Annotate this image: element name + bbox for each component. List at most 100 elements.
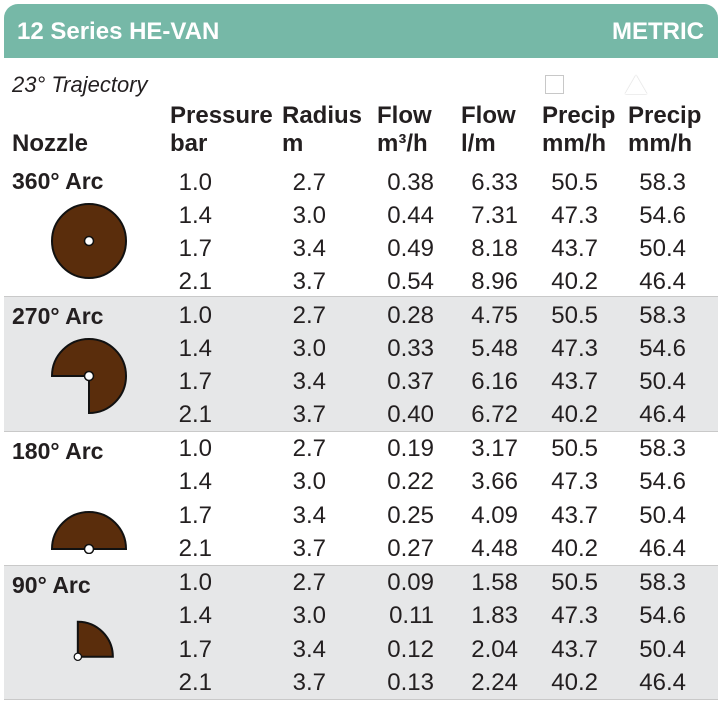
arc-label: 90° Arc bbox=[12, 572, 91, 598]
col-precip-square-title: Precip bbox=[542, 102, 616, 129]
precip-triangle-cell: 50.4 bbox=[639, 502, 686, 529]
radius-cell: 3.4 bbox=[292, 368, 326, 395]
flow-m3-cell: 0.40 bbox=[387, 401, 434, 428]
precip-square-cell: 50.5 bbox=[551, 569, 598, 596]
flow-m3-cell: 0.28 bbox=[387, 302, 434, 329]
precip-square-cell: 50.5 bbox=[551, 169, 598, 196]
table-row: 1.7 3.4 0.37 6.16 43.7 50.4 bbox=[4, 365, 718, 398]
table-row: 1.4 3.0 0.11 1.83 47.3 54.6 bbox=[4, 599, 718, 632]
pressure-cell: 1.0 bbox=[178, 569, 212, 596]
series-title: 12 Series HE-VAN bbox=[17, 18, 220, 45]
precip-triangle-cell: 58.3 bbox=[639, 302, 686, 329]
table-row: 2.1 3.7 0.27 4.48 40.2 46.4 bbox=[4, 532, 718, 565]
flow-m3-cell: 0.13 bbox=[387, 669, 434, 696]
col-precip-triangle-unit: mm/h bbox=[628, 130, 693, 157]
flow-m3-cell: 0.11 bbox=[389, 602, 434, 629]
table-row: 2.1 3.7 0.13 2.24 40.2 46.4 bbox=[4, 666, 718, 699]
pressure-cell: 1.4 bbox=[178, 602, 212, 629]
radius-cell: 2.7 bbox=[292, 569, 326, 596]
col-flow-lm-title: Flow bbox=[461, 102, 516, 129]
precip-square-cell: 40.2 bbox=[551, 401, 598, 428]
precip-square-cell: 47.3 bbox=[551, 335, 598, 362]
precip-square-cell: 40.2 bbox=[551, 669, 598, 696]
flow-lm-cell: 6.72 bbox=[471, 401, 518, 428]
flow-lm-cell: 7.31 bbox=[471, 202, 518, 229]
table-row: 2.1 3.7 0.40 6.72 40.2 46.4 bbox=[4, 398, 718, 431]
precip-square-cell: 40.2 bbox=[551, 268, 598, 295]
precip-square-cell: 47.3 bbox=[551, 468, 598, 495]
pressure-cell: 1.0 bbox=[178, 169, 212, 196]
col-precip-square-unit: mm/h bbox=[542, 130, 607, 157]
flow-lm-cell: 8.18 bbox=[471, 235, 518, 262]
radius-cell: 3.7 bbox=[292, 401, 326, 428]
flow-m3-cell: 0.37 bbox=[387, 368, 434, 395]
units-label: METRIC bbox=[612, 18, 704, 45]
precip-square-cell: 43.7 bbox=[551, 368, 598, 395]
flow-m3-cell: 0.38 bbox=[387, 169, 434, 196]
col-radius-header: Radius m bbox=[282, 102, 362, 158]
group-divider bbox=[4, 296, 718, 297]
precip-triangle-cell: 58.3 bbox=[639, 169, 686, 196]
group-divider bbox=[4, 699, 718, 700]
flow-m3-cell: 0.54 bbox=[387, 268, 434, 295]
flow-lm-cell: 4.75 bbox=[471, 302, 518, 329]
title-bar: 12 Series HE-VAN METRIC bbox=[4, 4, 718, 58]
flow-lm-cell: 4.48 bbox=[471, 535, 518, 562]
precip-triangle-cell: 54.6 bbox=[639, 335, 686, 362]
flow-m3-cell: 0.19 bbox=[387, 435, 434, 462]
precip-triangle-cell: 50.4 bbox=[639, 235, 686, 262]
precip-triangle-cell: 54.6 bbox=[639, 602, 686, 629]
table-row: 1.0 2.7 0.19 3.17 50.5 58.3 bbox=[4, 432, 718, 465]
flow-lm-cell: 4.09 bbox=[471, 502, 518, 529]
col-flow-lm-unit: l/m bbox=[461, 130, 496, 157]
flow-lm-cell: 2.24 bbox=[471, 669, 518, 696]
pressure-cell: 1.4 bbox=[178, 335, 212, 362]
col-precip-square-header: Precip mm/h bbox=[542, 102, 615, 158]
flow-lm-cell: 1.83 bbox=[471, 602, 518, 629]
col-flow-m3-unit: m³/h bbox=[377, 130, 428, 157]
table-row: 1.7 3.4 0.12 2.04 43.7 50.4 bbox=[4, 633, 718, 666]
radius-cell: 2.7 bbox=[292, 302, 326, 329]
flow-m3-cell: 0.44 bbox=[387, 202, 434, 229]
precip-triangle-cell: 46.4 bbox=[639, 535, 686, 562]
flow-lm-cell: 1.58 bbox=[471, 569, 518, 596]
col-radius-title: Radius bbox=[282, 102, 363, 129]
pressure-cell: 1.7 bbox=[178, 368, 212, 395]
radius-cell: 3.7 bbox=[292, 268, 326, 295]
precip-square-cell: 47.3 bbox=[551, 202, 598, 229]
pressure-cell: 2.1 bbox=[178, 401, 212, 428]
precip-triangle-cell: 58.3 bbox=[639, 435, 686, 462]
flow-lm-cell: 3.17 bbox=[471, 435, 518, 462]
pressure-cell: 1.7 bbox=[178, 235, 212, 262]
flow-m3-cell: 0.25 bbox=[387, 502, 434, 529]
precip-square-cell: 43.7 bbox=[551, 636, 598, 663]
nozzle-180-icon bbox=[50, 511, 128, 554]
flow-lm-cell: 8.96 bbox=[471, 268, 518, 295]
col-precip-triangle-title: Precip bbox=[628, 102, 702, 129]
arc-group-90: 90° Arc 1.0 2.7 0.09 1.58 50.5 58.3 1.4 … bbox=[4, 566, 718, 700]
flow-lm-cell: 2.04 bbox=[471, 636, 518, 663]
flow-m3-cell: 0.49 bbox=[387, 235, 434, 262]
precip-square-cell: 40.2 bbox=[551, 535, 598, 562]
col-flow-lm-header: Flow l/m bbox=[461, 102, 516, 158]
pressure-cell: 1.7 bbox=[178, 636, 212, 663]
table-row: 1.0 2.7 0.38 6.33 50.5 58.3 bbox=[4, 166, 718, 199]
table-row: 1.0 2.7 0.28 4.75 50.5 58.3 bbox=[4, 299, 718, 332]
col-pressure-header: Pressure bar bbox=[170, 102, 273, 158]
table-row: 1.0 2.7 0.09 1.58 50.5 58.3 bbox=[4, 566, 718, 599]
arc-group-180: 180° Arc 1.0 2.7 0.19 3.17 50.5 58.3 1.4… bbox=[4, 432, 718, 566]
precip-triangle-cell: 58.3 bbox=[639, 569, 686, 596]
table-row: 1.4 3.0 0.22 3.66 47.3 54.6 bbox=[4, 465, 718, 498]
precip-triangle-cell: 54.6 bbox=[639, 468, 686, 495]
nozzle-360-icon bbox=[51, 203, 127, 279]
col-pressure-unit: bar bbox=[170, 130, 208, 157]
square-icon bbox=[545, 75, 564, 94]
arc-label: 270° Arc bbox=[12, 303, 104, 329]
radius-cell: 3.0 bbox=[292, 468, 326, 495]
group-divider bbox=[4, 565, 718, 566]
radius-cell: 3.0 bbox=[292, 602, 326, 629]
precip-square-cell: 50.5 bbox=[551, 302, 598, 329]
flow-m3-cell: 0.12 bbox=[387, 636, 434, 663]
arc-group-360: 360° Arc 1.0 2.7 0.38 6.33 50.5 58.3 1.4… bbox=[4, 162, 718, 296]
